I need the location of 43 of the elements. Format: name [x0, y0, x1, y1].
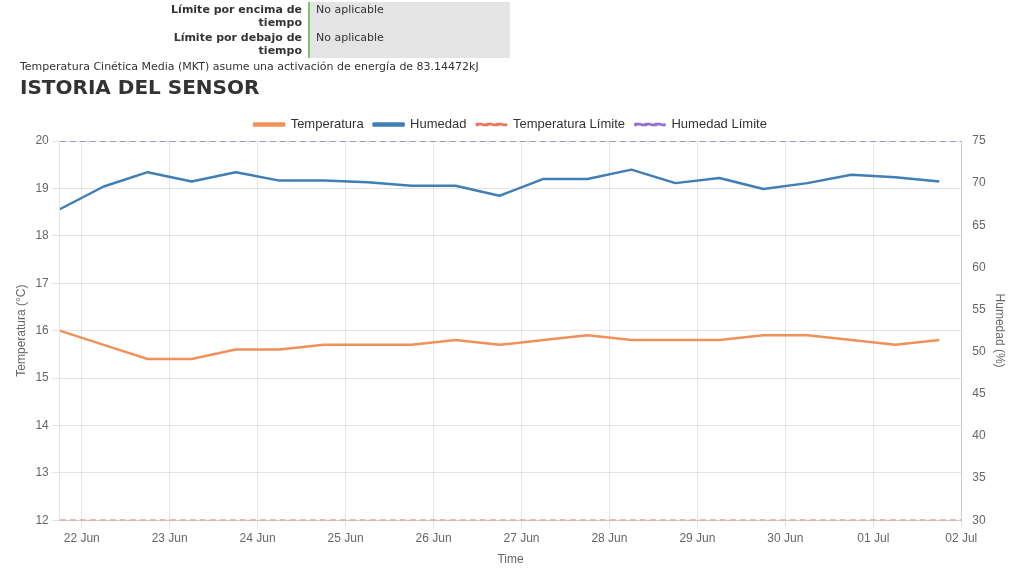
y2-tick-label: 70: [972, 175, 986, 190]
y-tick-label: 17: [35, 275, 50, 290]
text: No aplicable: [310, 2, 510, 30]
y2-tick-label: 55: [972, 301, 986, 316]
x-tick-label: 22 Jun: [63, 530, 100, 545]
legend-label: Humedad: [410, 116, 467, 132]
y-tick-label: 14: [35, 417, 50, 432]
x-tick-label: 23 Jun: [151, 530, 188, 545]
legend-label: Temperatura: [290, 116, 365, 132]
x-tick-label: 01 Jul: [857, 530, 890, 545]
y-tick-label: 16: [35, 322, 50, 337]
y-tick-label: 18: [35, 228, 50, 243]
y-axis-title: Temperatura (°C): [13, 284, 28, 377]
x-tick-label: 29 Jun: [679, 530, 716, 545]
x-tick-label: 26 Jun: [415, 530, 452, 545]
y-tick-label: 15: [35, 370, 50, 385]
legend-label: Temperatura Límite: [512, 116, 625, 132]
x-axis-title: Time: [497, 552, 524, 567]
y2-tick-label: 50: [972, 343, 986, 358]
x-tick-label: 02 Jul: [945, 530, 978, 545]
y2-tick-label: 30: [972, 512, 986, 527]
y2-tick-label: 65: [972, 217, 986, 232]
y2-tick-label: 75: [972, 133, 986, 148]
y2-axis-title: Humedad (%): [993, 293, 1008, 368]
y2-tick-label: 35: [972, 470, 986, 485]
x-tick-label: 24 Jun: [239, 530, 276, 545]
x-tick-label: 28 Jun: [591, 530, 628, 545]
y-tick-label: 19: [35, 180, 50, 195]
y2-tick-label: 60: [972, 259, 986, 274]
x-tick-label: 30 Jun: [767, 530, 804, 545]
y-tick-label: 12: [35, 512, 50, 527]
legend-label: Humedad Límite: [671, 116, 767, 132]
y2-tick-label: 40: [972, 428, 986, 443]
text: No aplicable: [310, 30, 510, 58]
y-tick-label: 20: [35, 133, 50, 148]
text: Temperatura Cinética Media (MKT) asume una activación de energía de 83.14472kJ: [20, 60, 480, 73]
x-tick-label: 27 Jun: [503, 530, 540, 545]
y2-tick-label: 45: [972, 386, 986, 401]
x-tick-label: 25 Jun: [327, 530, 364, 545]
text: Límite por encima de tiempo: [140, 2, 310, 30]
text: Límite por debajo de tiempo: [140, 30, 310, 58]
y-tick-label: 13: [35, 465, 50, 480]
chart-title: ISTORIA DEL SENSOR: [20, 75, 261, 99]
